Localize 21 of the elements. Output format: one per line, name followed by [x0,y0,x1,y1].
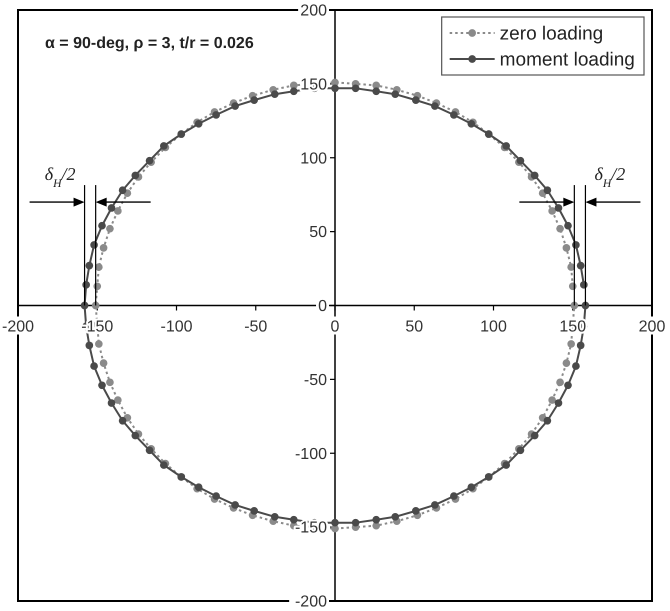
x-tick-label: -100 [160,318,193,336]
legend-label: zero loading [500,24,604,45]
x-tick-label: 200 [638,318,666,336]
legend-label: moment loading [500,50,635,71]
y-tick-label: -50 [304,372,328,389]
annotation: δ$_{H}$/2 [44,164,76,190]
y-tick-label: 50 [309,224,328,242]
y-tick-label: 200 [300,2,328,20]
annotation: δ$_{H}$/2 [594,164,626,190]
y-tick-label: -100 [294,446,328,463]
y-tick-label: -150 [294,520,328,537]
y-tick-label: 100 [300,150,328,168]
text: α = 90-deg, ρ = 3, t/r = 0.026 [45,35,254,52]
x-tick-label: 0 [330,318,340,336]
x-tick-label: 50 [405,318,424,336]
x-tick-label: 100 [480,318,507,336]
y-tick-label: 150 [300,76,328,94]
x-tick-label: -200 [2,318,34,336]
x-tick-label: -50 [244,318,268,336]
y-tick-label: 0 [318,298,328,316]
y-tick-label: -200 [294,594,328,611]
